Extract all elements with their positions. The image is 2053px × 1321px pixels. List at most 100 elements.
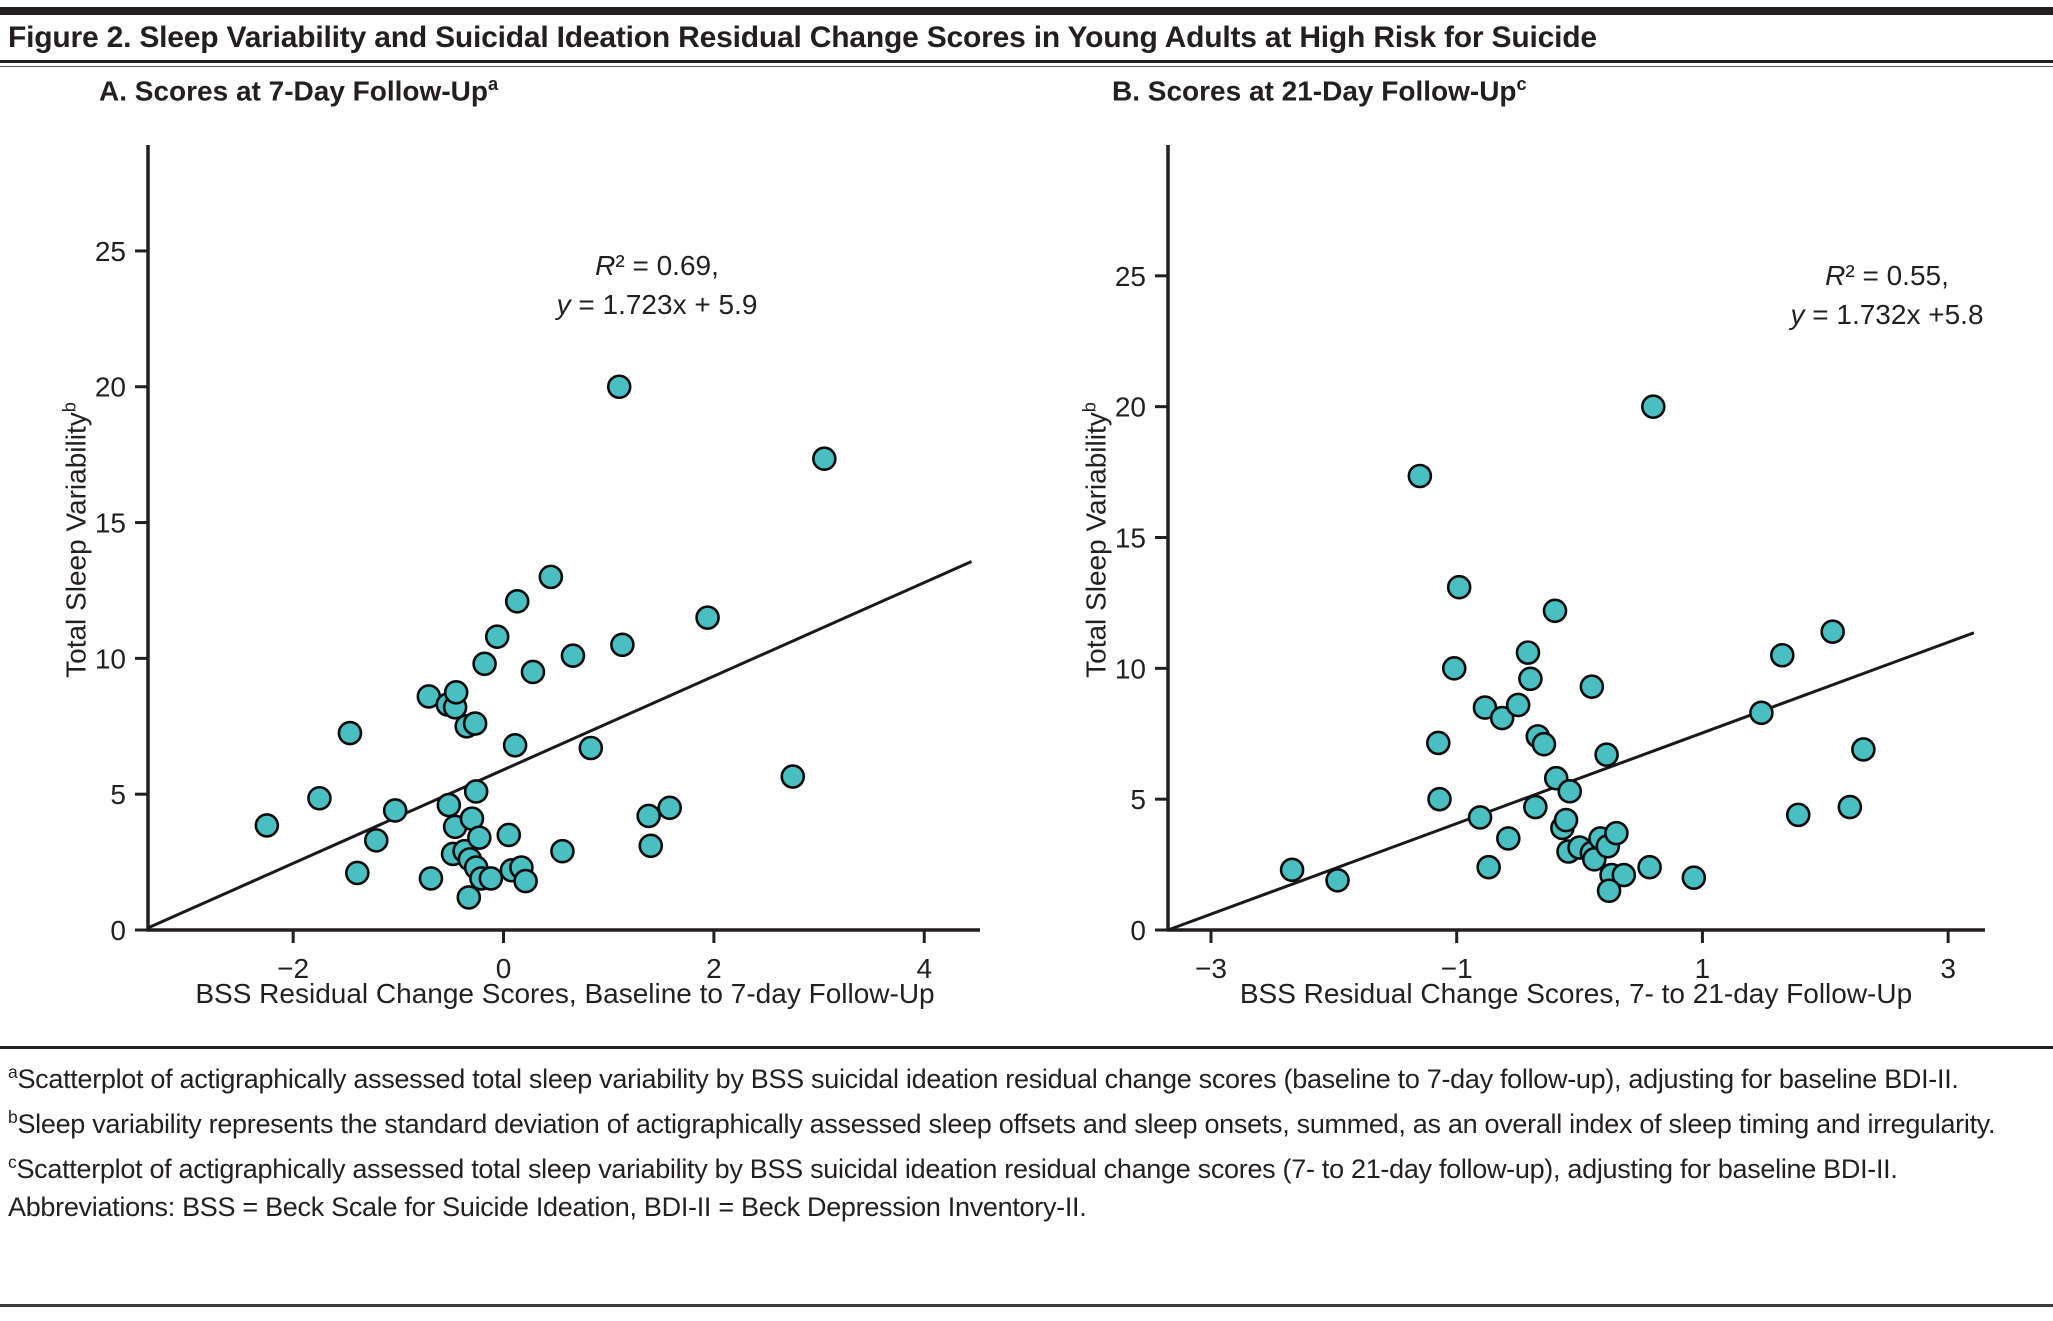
data-point-marker <box>1446 574 1472 600</box>
panel-a-title-superscript: a <box>487 74 499 94</box>
y-tick-label: 20 <box>95 372 126 403</box>
data-point-marker <box>472 651 497 677</box>
data-point-marker <box>467 825 492 850</box>
data-point-marker <box>780 764 806 789</box>
data-point-marker <box>456 885 482 910</box>
panel-a-title-text: A. Scores at 7-Day Follow-Up <box>99 75 488 107</box>
panel-b-title-text: B. Scores at 21-Day Follow-Up <box>1112 75 1517 107</box>
footnote-c-marker: c <box>8 1152 17 1172</box>
panel-b-x-axis-label: BSS Residual Change Scores, 7- to 21-day… <box>1239 978 1913 1009</box>
panel-a-r-squared-text: R² = 0.69, <box>595 250 719 281</box>
data-point-marker <box>538 564 564 590</box>
panel-b-title-superscript: c <box>1516 74 1527 94</box>
x-tick-label: −1 <box>1441 953 1473 984</box>
data-point-marker <box>610 632 635 658</box>
panel-b-title: B. Scores at 21-Day Follow-Upc <box>1112 74 1527 107</box>
x-tick-label: 1 <box>1695 953 1711 984</box>
data-point-marker <box>1467 805 1493 830</box>
data-point-marker <box>1637 854 1662 880</box>
footnote-a-marker: a <box>8 1062 18 1082</box>
data-point-marker <box>478 866 504 891</box>
data-point-marker <box>550 838 575 864</box>
data-point-marker <box>578 735 604 761</box>
data-point-marker <box>513 868 538 894</box>
y-tick-label: 5 <box>1130 784 1146 815</box>
footnote-a-text: Scatterplot of actigraphically assessed … <box>17 1064 1959 1094</box>
data-point-marker <box>496 822 522 848</box>
x-tick-label: −3 <box>1195 953 1227 984</box>
x-tick-label: 0 <box>496 953 512 984</box>
data-point-marker <box>1531 731 1557 757</box>
data-point-marker <box>502 732 528 758</box>
figure-title: Figure 2. Sleep Variability and Suicidal… <box>8 21 1597 54</box>
data-point-marker <box>307 785 332 811</box>
footnote-c: cScatterplot of actigraphically assessed… <box>8 1143 2045 1188</box>
x-tick-label: 2 <box>706 953 722 984</box>
y-tick-label: 25 <box>95 236 126 267</box>
footnote-b-marker: b <box>8 1107 18 1127</box>
data-point-marker <box>1596 878 1622 904</box>
data-point-marker <box>1553 807 1579 833</box>
title-rule-thick <box>0 60 2053 63</box>
panel-a-annotation: R² = 0.69, y = 1.723x + 5.9 <box>557 246 758 324</box>
footnote-a: aScatterplot of actigraphically assessed… <box>8 1053 2045 1098</box>
bottom-rule <box>0 1304 2053 1307</box>
data-point-marker <box>1594 742 1619 767</box>
footnote-separator-rule <box>0 1046 2053 1049</box>
data-point-marker <box>1837 794 1863 820</box>
panel-a-x-axis-label: BSS Residual Change Scores, Baseline to … <box>195 978 935 1009</box>
x-tick-label: 3 <box>1940 953 1956 984</box>
data-point-marker <box>1505 692 1531 718</box>
panel-b-equation-text: y = 1.732x +5.8 <box>1790 299 1984 330</box>
data-point-marker <box>504 589 530 614</box>
data-point-marker <box>363 828 389 853</box>
regression-line <box>147 560 973 930</box>
data-point-marker <box>695 605 720 630</box>
data-point-marker <box>1749 700 1774 726</box>
data-point-marker <box>1489 705 1515 731</box>
top-rule-bar <box>0 7 2053 15</box>
y-tick-label: 10 <box>1115 653 1146 684</box>
data-point-marker <box>1604 820 1629 846</box>
data-point-marker <box>1681 865 1707 890</box>
panel-b-annotation: R² = 0.55, y = 1.732x +5.8 <box>1790 256 1983 334</box>
data-point-marker <box>1279 857 1305 883</box>
y-tick-label: 0 <box>110 915 126 946</box>
data-point-marker <box>463 779 489 804</box>
data-point-marker <box>462 711 488 736</box>
y-tick-label: 5 <box>110 779 126 810</box>
data-point-marker <box>484 624 510 649</box>
y-tick-label: 10 <box>95 643 126 674</box>
data-point-marker <box>418 866 444 891</box>
data-point-marker <box>812 446 837 472</box>
data-point-marker <box>1325 867 1350 893</box>
x-tick-label: −2 <box>277 953 309 984</box>
data-point-marker <box>606 374 632 400</box>
data-point-marker <box>1769 642 1795 668</box>
y-tick-label: 20 <box>1115 392 1146 423</box>
data-point-marker <box>1441 656 1467 681</box>
y-tick-label: 15 <box>95 508 126 539</box>
data-point-marker <box>657 795 683 821</box>
data-point-marker <box>443 680 469 705</box>
y-tick-label: 25 <box>1115 261 1146 292</box>
footnote-b-text: Sleep variability represents the standar… <box>17 1109 1996 1139</box>
data-point-marker <box>1820 619 1845 645</box>
y-tick-label: 15 <box>1115 523 1146 554</box>
panel-b-r-squared-text: R² = 0.55, <box>1825 260 1949 291</box>
title-rule-thin <box>0 65 2053 67</box>
data-point-marker <box>382 798 408 823</box>
data-point-marker <box>1425 730 1451 756</box>
data-point-marker <box>636 803 661 829</box>
panel-a-scatter-chart: −2 0 2 4 0 5 10 15 20 25 <box>95 145 980 984</box>
panel-a-equation-text: y = 1.723x + 5.9 <box>556 289 758 320</box>
data-point-marker <box>337 720 363 746</box>
scatter-points <box>1279 394 1876 904</box>
data-point-marker <box>345 860 370 886</box>
data-point-marker <box>1579 674 1605 699</box>
data-point-marker <box>1427 786 1452 812</box>
x-tick-label: 4 <box>916 953 932 984</box>
data-point-marker <box>1640 394 1666 419</box>
abbreviations-line: Abbreviations: BSS = Beck Scale for Suic… <box>8 1192 1087 1222</box>
